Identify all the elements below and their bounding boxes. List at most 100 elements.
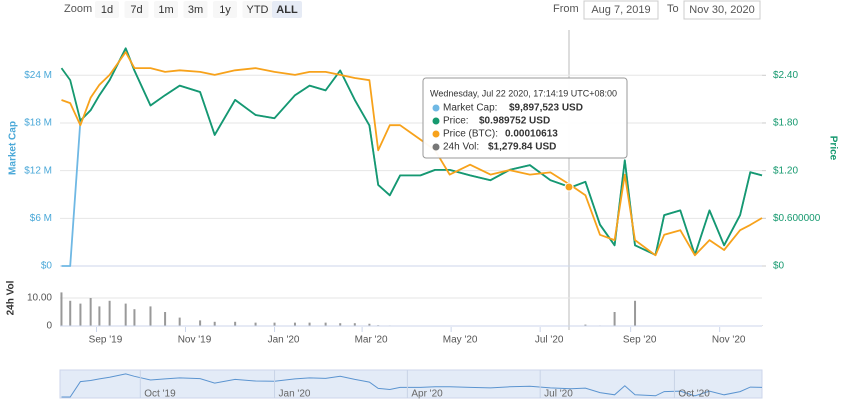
volume-bar [98,306,101,326]
tooltip-value: $0.989752 USD [479,116,550,127]
zoom-button-label[interactable]: 3m [188,4,203,16]
navigator-tick-label: Oct '19 [144,389,176,400]
zoom-button[interactable]: 1m [154,1,178,18]
to-label: To [667,3,679,15]
tooltip-dot [432,117,440,125]
volume-bar [368,323,371,326]
navigator-line [61,373,763,398]
volume-bar [69,300,72,326]
volume-bar [199,320,202,326]
x-tick-label: Sep '20 [623,335,657,346]
volume-bar [108,300,111,326]
plot-area: $0 $6 M $12 M $18 M $24 M $0 $0.600000 $1.20 $1.… [24,47,821,400]
volume-bar [234,321,237,326]
zoom-button[interactable]: YTD [242,1,273,18]
volume-bar [584,324,587,326]
volume-bar [178,317,181,326]
from-input[interactable] [583,0,659,20]
volume-axis-label: 24h Vol [6,280,17,315]
tooltip-dot [432,104,440,112]
navigator-tick-label: Apr '20 [411,389,443,400]
navigator-tick-label: Jan '20 [279,389,311,400]
volume-bar [133,309,136,326]
zoom-button-bg[interactable] [95,1,119,18]
volume-bar [273,322,276,326]
to-input[interactable] [683,0,761,20]
volume-bar [89,298,92,326]
y-axis-label: Market Cap [8,121,19,175]
volume-bar [613,312,616,326]
volume-bar [149,306,152,326]
zoom-button-bg[interactable] [154,1,178,18]
tooltip-value: $9,897,523 USD [509,103,583,114]
zoom-button-bg[interactable] [213,1,237,18]
y-tick-label: $12 M [24,165,52,176]
x-tick-label: Jul '20 [535,335,564,346]
y2-tick-label: $2.40 [773,70,798,81]
tooltip-header: Wednesday, Jul 22 2020, 17:14:19 UTC+08:… [430,88,617,98]
tooltip-value: 0.00010613 [505,129,558,140]
from-label: From [553,3,579,15]
zoom-button-label[interactable]: ALL [276,4,298,16]
tooltip-dot [432,130,440,138]
volume-bar [60,292,63,326]
tooltip-box [422,77,628,159]
zoom-button-label[interactable]: 7d [130,4,142,16]
tooltip: Wednesday, Jul 22 2020, 17:14:19 UTC+08:… [422,77,628,159]
tooltip-label: 24h Vol: [443,142,479,153]
tooltip-label: Price: [443,116,469,127]
y-tick-label: $0 [41,261,53,272]
to-date[interactable]: Nov 30, 2020 [689,4,754,16]
zoom-button-bg[interactable] [242,1,273,18]
zoom-button[interactable]: 1d [95,1,119,18]
tooltip-label: Price (BTC): [443,129,498,140]
x-tick-label: Nov '20 [712,335,746,346]
line-series [61,47,763,267]
y2-tick-label: $0.600000 [773,213,821,224]
y-tick-label: $6 M [30,213,52,224]
zoom-button-label[interactable]: 1d [101,4,113,16]
tooltip-value: $1,279.84 USD [488,142,556,153]
tooltip-dot [432,143,440,151]
zoom-button[interactable]: 7d [124,1,149,18]
volume-bar [353,323,356,326]
volume-bar [634,300,637,326]
volume-bar [339,323,342,326]
tooltip-label: Market Cap: [443,103,497,114]
zoom-button-label[interactable]: 1y [219,4,231,16]
zoom-button[interactable]: ALL [272,1,302,18]
zoom-button[interactable]: 1y [213,1,237,18]
zoom-button-label[interactable]: 1m [158,4,173,16]
zoom-button-bg[interactable] [124,1,149,18]
line-series [60,47,763,256]
volume-bar [254,322,257,326]
y2-tick-label: $1.20 [773,165,798,176]
y2-tick-label: $0 [773,261,785,272]
x-tick-label: Jan '20 [268,335,300,346]
line-series [61,51,763,257]
zoom-button-label[interactable]: YTD [247,4,269,16]
volume-bar [79,303,82,326]
from-date[interactable]: Aug 7, 2019 [591,4,650,16]
zoom-button-bg[interactable] [272,1,302,18]
y2-axis-label: Price [827,136,838,161]
x-tick-label: Nov '19 [178,335,212,346]
zoom-label: Zoom [64,3,92,15]
navigator[interactable] [59,369,763,399]
zoom-button-bg[interactable] [183,1,208,18]
zoom-button[interactable]: 3m [183,1,208,18]
y-tick-label: 0 [46,321,52,332]
volume-bar [324,322,327,326]
volume-bar [124,303,127,326]
x-tick-label: Mar '20 [355,335,388,346]
navigator-tick-label: Oct '20 [678,389,710,400]
navigator-tick-label: Jul '20 [544,389,573,400]
y-tick-label: $24 M [24,70,52,81]
y-tick-label: 10.00 [27,293,52,304]
y2-tick-label: $1.80 [773,118,798,129]
x-tick-label: Sep '19 [89,335,123,346]
volume-bar [213,321,216,326]
volume-bar [293,322,296,326]
y-tick-label: $18 M [24,118,52,129]
